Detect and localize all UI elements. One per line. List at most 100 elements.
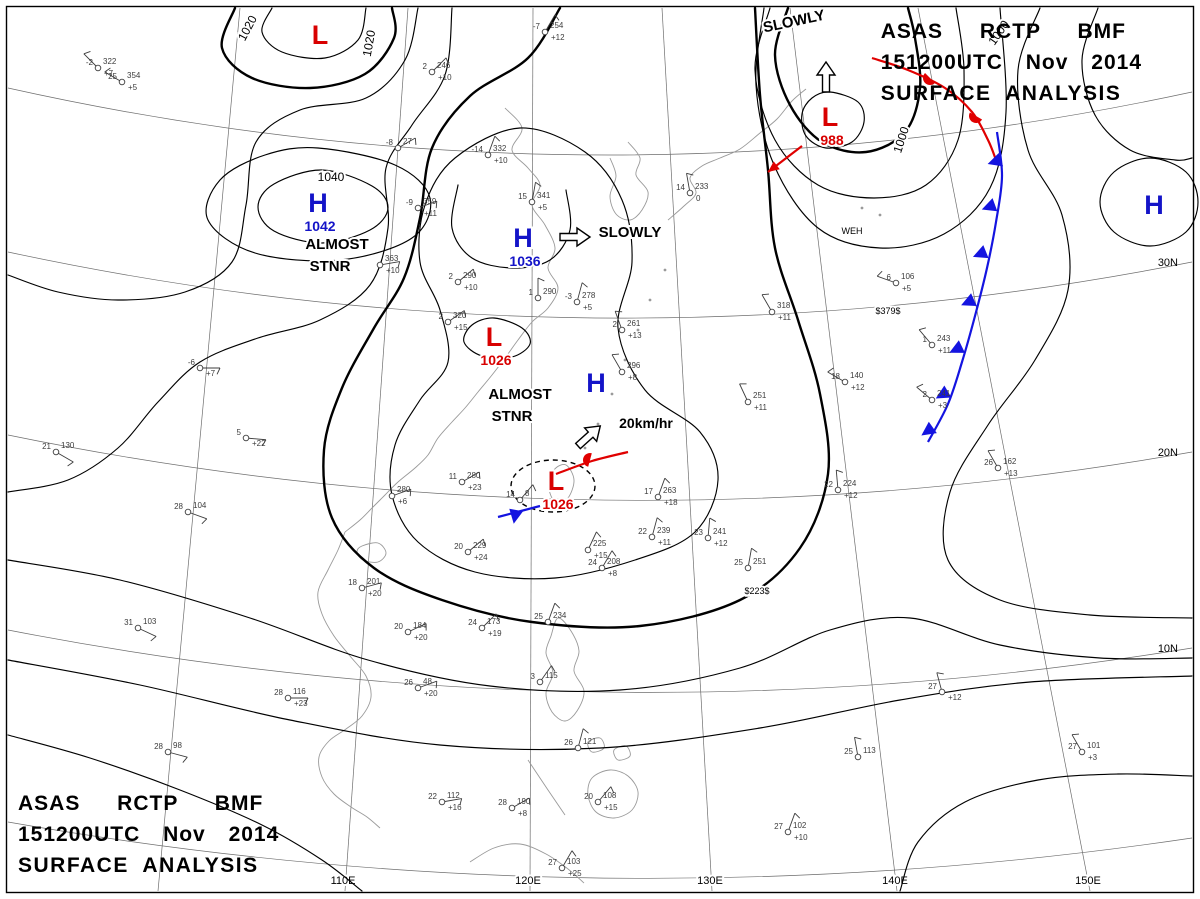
wind-barb-feather-icon bbox=[201, 518, 208, 525]
wind-barb-icon bbox=[417, 680, 437, 689]
station-temp: 2 bbox=[923, 390, 928, 399]
annotation-text: $379$ bbox=[875, 306, 900, 316]
station-circle-icon bbox=[648, 533, 656, 541]
island-dot bbox=[583, 446, 587, 450]
station-tendency: +13 bbox=[628, 331, 642, 340]
wind-barb-icon bbox=[391, 488, 411, 497]
station-circle-icon bbox=[654, 493, 662, 501]
station-temp: -9 bbox=[406, 198, 414, 207]
wind-barb-icon bbox=[657, 478, 666, 498]
station-temp: 31 bbox=[124, 618, 133, 627]
station-pressure: 224 bbox=[843, 479, 857, 488]
station-pressure: 140 bbox=[850, 371, 864, 380]
warm-front-semicircle-icon bbox=[583, 453, 592, 467]
station-pressure: 208 bbox=[607, 557, 621, 566]
wind-barb-feather-icon bbox=[494, 135, 501, 142]
station-circle-icon bbox=[892, 279, 900, 287]
wind-barb-icon bbox=[245, 437, 266, 441]
wind-barb-feather-icon bbox=[304, 697, 309, 705]
station-pressure: 201 bbox=[367, 577, 381, 586]
station-circle-icon bbox=[1078, 748, 1086, 756]
station-tendency: +11 bbox=[938, 346, 952, 355]
wind-barb-feather-icon bbox=[482, 539, 486, 547]
station-pressure: 225 bbox=[593, 539, 607, 548]
coastline bbox=[317, 531, 381, 829]
station-pressure: 101 bbox=[1087, 741, 1101, 750]
station-circle-icon bbox=[574, 744, 582, 752]
station-temp: 2 bbox=[423, 62, 428, 71]
island-dot bbox=[596, 422, 600, 426]
station-tendency: +5 bbox=[583, 303, 593, 312]
isobar-label: 1040 bbox=[318, 170, 345, 184]
wind-barb-icon bbox=[83, 53, 99, 69]
low-pressure-symbol: L bbox=[486, 322, 503, 352]
cold-front-triangle-icon bbox=[935, 385, 952, 399]
wind-barb-feather-icon bbox=[379, 582, 382, 590]
station-pressure: 280 bbox=[397, 485, 411, 494]
station-circle-icon bbox=[618, 368, 626, 376]
annotation-text: ALMOST bbox=[488, 386, 551, 403]
station-tendency: +7 bbox=[206, 369, 216, 378]
island-dot bbox=[636, 328, 640, 332]
longitude-line bbox=[917, 7, 1091, 892]
wind-barb-feather-icon bbox=[582, 728, 589, 734]
isobar bbox=[7, 734, 363, 892]
isobar bbox=[801, 91, 865, 149]
station-tendency: +10 bbox=[494, 156, 508, 165]
station-pressure: 251 bbox=[753, 557, 767, 566]
cold-front-triangle-icon bbox=[972, 245, 989, 259]
station-temp: 26 bbox=[984, 458, 993, 467]
wind-barb-icon bbox=[1071, 734, 1083, 753]
wind-barb-feather-icon bbox=[414, 137, 417, 146]
wind-barb-icon bbox=[531, 182, 536, 203]
movement-arrow-icon bbox=[574, 425, 602, 450]
station-circle-icon bbox=[414, 204, 422, 212]
wind-barb-icon bbox=[787, 813, 796, 833]
wind-barb-feather-icon bbox=[919, 327, 927, 331]
wind-barb-icon bbox=[576, 282, 583, 303]
longitude-line bbox=[529, 7, 534, 892]
wind-barb-feather-icon bbox=[751, 547, 758, 553]
station-tendency: +22 bbox=[252, 439, 266, 448]
station-pressure: 290 bbox=[463, 271, 477, 280]
station-temp: 26 bbox=[404, 678, 413, 687]
station-temp: 24 bbox=[588, 558, 597, 567]
wind-barb-feather-icon bbox=[435, 201, 438, 209]
coastline bbox=[469, 843, 585, 884]
wind-barb-icon bbox=[918, 329, 933, 346]
station-tendency: +12 bbox=[551, 33, 565, 42]
island-dot bbox=[623, 358, 627, 362]
station-pressure: 251 bbox=[753, 391, 767, 400]
wind-barb-feather-icon bbox=[397, 261, 401, 269]
wind-barb-feather-icon bbox=[150, 636, 157, 642]
latitude-line bbox=[7, 821, 1193, 879]
wind-barb-feather-icon bbox=[827, 367, 834, 373]
station-tendency: +12 bbox=[714, 539, 728, 548]
station-circle-icon bbox=[428, 68, 436, 76]
wind-barb-feather-icon bbox=[1071, 733, 1080, 736]
station-circle-icon bbox=[444, 318, 452, 326]
station-temp: 22 bbox=[428, 792, 437, 801]
station-temp: 2 bbox=[439, 312, 444, 321]
cold-front-triangle-icon bbox=[987, 153, 1004, 167]
station-circle-icon bbox=[438, 798, 446, 806]
title-block-bottom-left: ASAS RCTP BMF 151200UTC Nov 2014 SURFACE… bbox=[18, 788, 279, 881]
station-circle-icon bbox=[184, 508, 192, 516]
station-pressure: 296 bbox=[627, 361, 641, 370]
station-temp: 1 bbox=[923, 335, 928, 344]
wind-barb-feather-icon bbox=[761, 293, 770, 296]
station-circle-icon bbox=[544, 618, 552, 626]
isobar bbox=[450, 184, 572, 269]
isobar bbox=[1081, 7, 1193, 161]
station-pressure: 229 bbox=[473, 541, 487, 550]
pressure-value: 1026 bbox=[480, 352, 511, 368]
isobar bbox=[7, 7, 419, 301]
station-pressure: 239 bbox=[657, 526, 671, 535]
wind-barb-icon bbox=[447, 310, 465, 323]
pressure-value: 1042 bbox=[304, 218, 335, 234]
cold-front-triangle-icon bbox=[961, 293, 977, 306]
wind-barb-icon bbox=[487, 136, 496, 156]
station-temp: 15 bbox=[518, 192, 527, 201]
station-tendency: +3 bbox=[1088, 753, 1098, 762]
station-circle-icon bbox=[164, 748, 172, 756]
